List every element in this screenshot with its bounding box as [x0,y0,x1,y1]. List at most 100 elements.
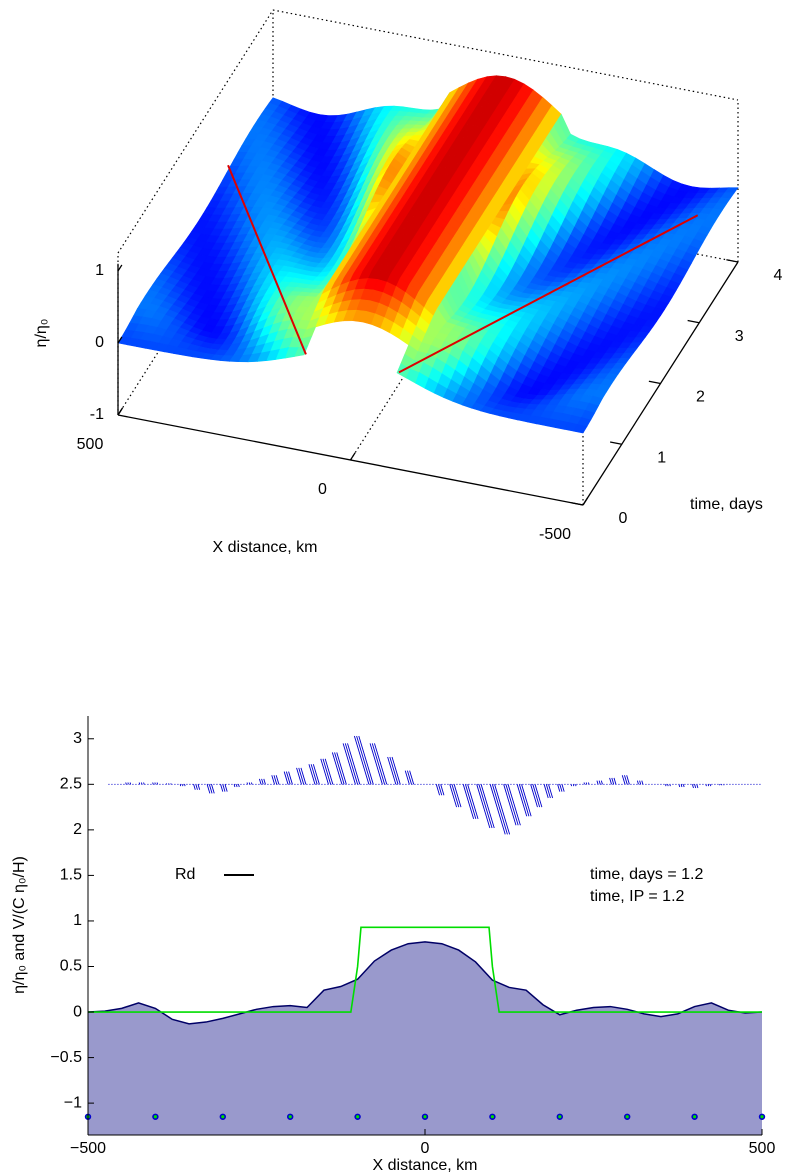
time-tick [687,319,700,324]
velocity-stick [435,784,440,796]
velocity-stick [440,784,445,796]
velocity-stick [224,784,228,792]
x-tick [582,497,589,506]
annotation: time, days = 1.2 [590,866,703,883]
z-tick-label: 1 [95,262,104,279]
z-tick-label: -1 [90,406,104,423]
velocity-stick [140,782,143,785]
x-axis-label: X distance, km [373,1157,478,1174]
velocity-stick [156,782,159,785]
time-tick-label: 0 [619,510,628,527]
area-line [87,941,763,1025]
velocity-stick [669,784,671,787]
velocity-stick [596,780,599,785]
velocity-stick [478,784,493,829]
marker-center [423,1115,427,1119]
velocity-stick [516,784,528,817]
velocity-stick [559,784,563,792]
velocity-stick [143,782,145,785]
velocity-stick [125,782,127,785]
z-tick [117,264,123,272]
velocity-stick [298,767,305,785]
velocity-stick [489,784,506,835]
velocity-stick [184,784,186,787]
x-tick-label: 500 [749,1140,776,1157]
velocity-stick [406,770,412,785]
velocity-stick [371,743,385,785]
velocity-stick [258,778,262,785]
velocity-stick [521,784,532,817]
velocity-stick [334,752,345,785]
y-tick-label: 3 [73,730,82,747]
x-tick-label: −500 [70,1140,106,1157]
x-tick-label: 0 [421,1140,430,1157]
velocity-stick [322,758,332,785]
x-tick-label: 500 [77,436,104,453]
velocity-stick [545,784,551,799]
velocity-stick [374,743,388,785]
velocity-stick [389,756,399,785]
annotation: Rd [175,866,195,883]
velocity-stick [250,782,253,785]
velocity-stick [331,752,343,785]
velocity-stick [179,784,182,787]
velocity-stick [494,784,511,835]
velocity-stick [609,777,612,785]
marker-center [760,1115,764,1119]
velocity-stick [680,784,683,788]
velocity-stick [248,782,251,785]
velocity-stick [548,784,554,799]
x-tick-label: -500 [539,526,571,543]
profile-chart: X distance, km η/η₀ and V/(C η₀/H) Rd ti… [11,716,775,1174]
y-tick-label: 1.5 [60,867,82,884]
velocity-stick [261,778,264,785]
velocity-stick [308,764,316,785]
annotation: time, IP = 1.2 [590,888,685,905]
marker-center [356,1115,360,1119]
velocity-stick [391,756,401,785]
time-tick-label: 4 [774,267,783,284]
velocity-stick [438,784,443,796]
y-tick-label: 0.5 [60,958,82,975]
velocity-stick [129,782,132,785]
velocity-stick [206,784,211,794]
marker-center [625,1115,629,1119]
velocity-stick [235,784,238,788]
velocity-stick [575,784,577,787]
velocity-stick [127,782,129,785]
velocity-stick [705,784,707,787]
velocity-stick [138,782,141,785]
velocity-stick [342,743,356,785]
plot-area [84,735,766,1135]
velocity-stick [273,775,278,785]
velocity-stick [621,775,626,785]
marker-center [490,1115,494,1119]
x-tick-label: 0 [318,481,327,498]
velocity-stick [211,784,215,794]
marker-center [221,1115,225,1119]
ray-line [227,164,307,355]
velocity-stick [587,782,590,785]
z-tick [117,408,123,416]
velocity-stick [233,784,236,788]
velocity-stick [208,784,213,794]
velocity-stick [678,784,681,788]
velocity-stick [220,784,224,792]
marker-center [153,1115,157,1119]
velocity-stick [465,784,477,820]
velocity-stick [356,735,372,785]
velocity-stick [570,784,573,787]
time-tick [610,441,622,445]
velocity-stick [449,784,458,808]
z-tick-label: 0 [95,334,104,351]
velocity-stick [572,784,575,787]
velocity-stick [451,784,460,808]
velocity-stick [626,775,630,785]
velocity-stick [310,764,318,785]
velocity-stick [195,784,198,790]
velocity-stick [467,784,479,820]
velocity-stick [557,784,561,792]
time-tick [648,380,661,385]
velocity-stick [505,784,519,826]
